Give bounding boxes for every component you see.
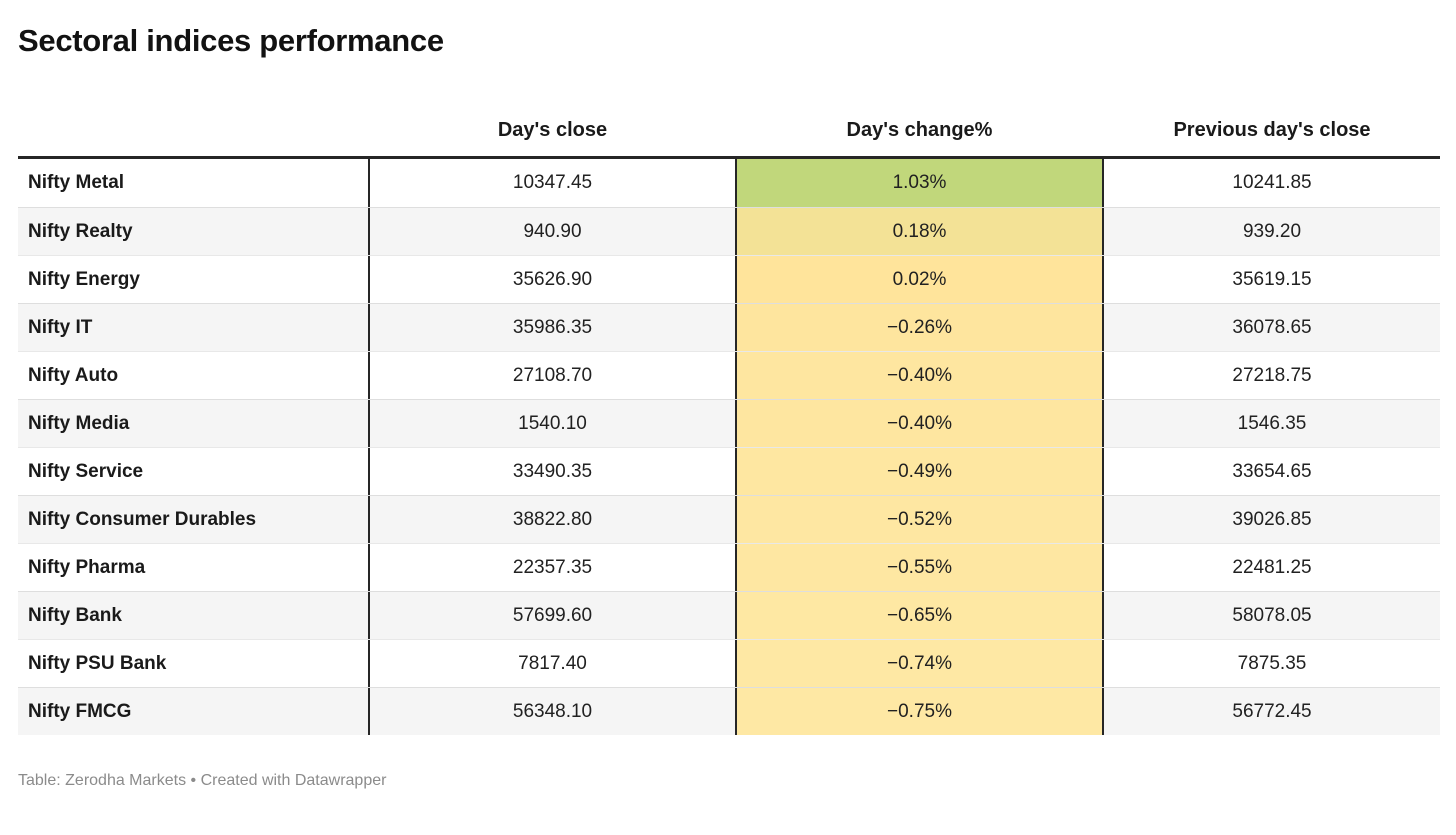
row-label: Nifty Realty [18, 208, 370, 255]
datawrapper-link[interactable]: Datawrapper [294, 772, 387, 789]
days-change-value: 0.02% [735, 256, 1104, 303]
days-change-value: 0.18% [735, 208, 1104, 255]
days-close-value: 7817.40 [518, 652, 587, 674]
prev-close-value: 7875.35 [1237, 652, 1307, 674]
days-close-value: 33490.35 [512, 460, 593, 482]
prev-close-value: 56772.45 [1232, 700, 1312, 722]
days-change-value: 1.03% [735, 159, 1104, 207]
row-label: Nifty Media [18, 400, 370, 447]
days-close-value: 1540.10 [518, 412, 587, 434]
row-label: Nifty Service [18, 448, 370, 495]
table-row: Nifty FMCG 56348.10 −0.75% 56772.45 [18, 687, 1440, 735]
days-close-value: 940.90 [523, 220, 582, 242]
prev-close-value: 1546.35 [1237, 412, 1307, 434]
table-row: Nifty Consumer Durables 38822.80 −0.52% … [18, 495, 1440, 543]
days-change-value: −0.40% [735, 352, 1104, 399]
prev-close-value: 58078.05 [1232, 604, 1312, 626]
prev-close-value: 35619.15 [1232, 268, 1312, 290]
row-label: Nifty Energy [18, 256, 370, 303]
row-label: Nifty Pharma [18, 544, 370, 591]
page-title: Sectoral indices performance [18, 23, 444, 58]
days-change-value: −0.65% [735, 592, 1104, 639]
days-change-value: −0.74% [735, 640, 1104, 687]
table-row: Nifty Auto 27108.70 −0.40% 27218.75 [18, 351, 1440, 399]
chart-footer: Table: Zerodha Markets • Created with Da… [18, 771, 1438, 791]
prev-close-value: 939.20 [1242, 220, 1302, 242]
footer-created-prefix: Created with [200, 772, 295, 789]
prev-close-value: 39026.85 [1232, 508, 1312, 530]
table-header-row: Day's close Day's change% Previous day's… [18, 117, 1440, 159]
days-change-value: −0.40% [735, 400, 1104, 447]
days-close-value: 35626.90 [512, 268, 593, 290]
row-label: Nifty FMCG [18, 688, 370, 735]
table-row: Nifty Realty 940.90 0.18% 939.20 [18, 207, 1440, 255]
row-label: Nifty Metal [18, 159, 370, 207]
column-header-days-close: Day's close [497, 119, 608, 141]
table-row: Nifty Pharma 22357.35 −0.55% 22481.25 [18, 543, 1440, 591]
sectoral-indices-table: Day's close Day's change% Previous day's… [18, 117, 1440, 735]
prev-close-value: 33654.65 [1232, 460, 1312, 482]
row-label: Nifty Auto [18, 352, 370, 399]
column-header-previous-days-close: Previous day's close [1173, 119, 1371, 141]
footer-table-prefix: Table: [18, 772, 66, 789]
days-close-value: 57699.60 [512, 604, 593, 626]
days-change-value: −0.75% [735, 688, 1104, 735]
table-row: Nifty Metal 10347.45 1.03% 10241.85 [18, 159, 1440, 207]
table-row: Nifty Energy 35626.90 0.02% 35619.15 [18, 255, 1440, 303]
days-change-value: −0.52% [735, 496, 1104, 543]
datawrapper-table-chart: Sectoral indices performance Day's close… [0, 22, 1456, 835]
table-body: Nifty Metal 10347.45 1.03% 10241.85 Nift… [18, 159, 1440, 735]
days-close-value: 27108.70 [512, 364, 593, 386]
footer-separator: • [186, 772, 201, 789]
prev-close-value: 10241.85 [1232, 172, 1312, 193]
prev-close-value: 22481.25 [1232, 556, 1312, 578]
table-row: Nifty Bank 57699.60 −0.65% 58078.05 [18, 591, 1440, 639]
days-close-value: 35986.35 [512, 316, 593, 338]
row-label: Nifty Bank [18, 592, 370, 639]
days-close-value: 22357.35 [512, 556, 593, 578]
table-row: Nifty IT 35986.35 −0.26% 36078.65 [18, 303, 1440, 351]
days-change-value: −0.55% [735, 544, 1104, 591]
prev-close-value: 27218.75 [1232, 364, 1312, 386]
table-row: Nifty PSU Bank 7817.40 −0.74% 7875.35 [18, 639, 1440, 687]
row-label: Nifty IT [18, 304, 370, 351]
row-label: Nifty Consumer Durables [18, 496, 370, 543]
days-close-value: 56348.10 [512, 700, 593, 722]
table-row: Nifty Media 1540.10 −0.40% 1546.35 [18, 399, 1440, 447]
prev-close-value: 36078.65 [1232, 316, 1312, 338]
days-close-value: 38822.80 [512, 508, 593, 530]
days-close-value: 10347.45 [512, 172, 593, 193]
table-row: Nifty Service 33490.35 −0.49% 33654.65 [18, 447, 1440, 495]
days-change-value: −0.49% [735, 448, 1104, 495]
column-header-days-change: Day's change% [846, 119, 993, 141]
source-link[interactable]: Zerodha Markets [65, 772, 187, 789]
days-change-value: −0.26% [735, 304, 1104, 351]
row-label: Nifty PSU Bank [18, 640, 370, 687]
